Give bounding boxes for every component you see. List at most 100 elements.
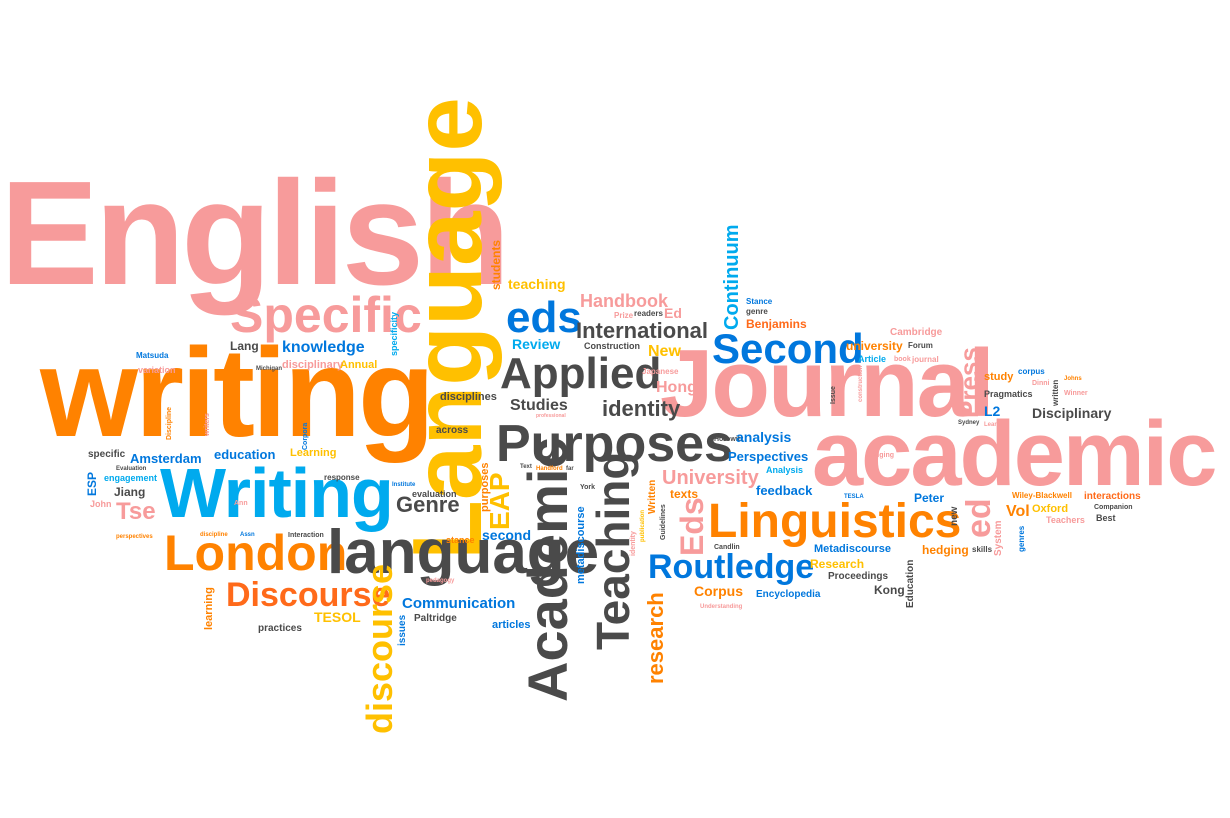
word-ann: Ann: [234, 500, 248, 507]
word-institute: Institute: [392, 482, 416, 488]
word-writers-vert: writers: [204, 413, 211, 436]
word-teaching-small: teaching: [508, 276, 566, 292]
word-practices: practices: [258, 623, 302, 634]
word-understanding: Understanding: [700, 604, 743, 610]
word-international: International: [576, 318, 709, 343]
word-evaluation-cap: Evaluation: [116, 466, 147, 472]
word-eds: eds: [506, 293, 582, 342]
word-system-vert: System: [993, 520, 1004, 556]
word-stance: stance: [446, 535, 475, 545]
word-horowitz: Horowitz: [714, 436, 744, 443]
word-university-small: university: [846, 339, 903, 353]
word-article: Article: [858, 354, 887, 364]
word-companion: Companion: [1094, 504, 1133, 511]
word-pedagogy: pedagogy: [426, 578, 455, 584]
word-identity: identity: [602, 396, 681, 421]
word-guidelines-vert: Guidelines: [660, 504, 667, 540]
word-benjamins: Benjamins: [746, 317, 807, 331]
word-texts: texts: [670, 487, 699, 501]
word-analysis-cap: Analysis: [766, 465, 804, 475]
word-amsterdam: Amsterdam: [130, 451, 202, 466]
word-studies: Studies: [510, 397, 568, 414]
word-feedback: feedback: [756, 483, 813, 498]
word-evaluation: evaluation: [412, 489, 457, 499]
word-esp-vert: ESP: [85, 471, 99, 496]
word-ed-vert: ed: [960, 498, 998, 538]
word-specificity: specificity: [389, 311, 399, 356]
word-purposes-vert: purposes: [479, 462, 491, 512]
word-routledge: Routledge: [648, 548, 815, 586]
word-second-small: second: [482, 527, 532, 543]
word-variation: variation: [138, 365, 176, 375]
word-disciplinary-cap: Disciplinary: [1032, 405, 1112, 421]
word-tesla: TESLA: [844, 494, 864, 500]
word-purposes: Purposes: [496, 415, 733, 473]
word-vol: Vol: [1006, 503, 1030, 520]
word-far: far: [566, 466, 574, 472]
word-new: New: [648, 343, 681, 360]
word-learn: Learn: [984, 422, 1001, 428]
word-new-vert: new: [949, 506, 960, 526]
word-dinni: Dinni: [1032, 380, 1050, 387]
word-articles: articles: [492, 619, 531, 631]
word-university: University: [662, 467, 759, 489]
word-applied: Applied: [500, 349, 662, 398]
word-learning-vert: learning: [203, 587, 215, 630]
word-kong: Kong: [874, 583, 905, 597]
word-interactions: interactions: [1084, 491, 1141, 502]
word-encyclopedia: Encyclopedia: [756, 589, 821, 600]
word-construction: Construction: [584, 341, 640, 351]
word-stance-small: Stance: [746, 297, 773, 306]
word-academic: academic: [812, 403, 1217, 505]
word-best: Best: [1096, 513, 1116, 523]
word-cambridge: Cambridge: [890, 327, 943, 338]
word-handford: Handford: [536, 466, 563, 472]
word-construction-vert: construction: [858, 365, 864, 402]
word-perspectives: Perspectives: [728, 449, 809, 464]
word-annual: Annual: [340, 359, 378, 371]
word-hong: Hong: [656, 379, 697, 396]
word-tse: Tse: [116, 498, 156, 525]
word-research-vert: research: [643, 592, 668, 684]
word-students: students: [489, 239, 503, 290]
word-pragmatics: Pragmatics: [984, 389, 1033, 399]
word-discipline-vert: Discipline: [166, 406, 173, 440]
word-interaction: Interaction: [288, 532, 324, 539]
word-discipline: discipline: [200, 532, 228, 538]
word-continuum: Continuum: [721, 224, 743, 330]
word-genre: Genre: [396, 492, 460, 517]
word-japanese: Japanese: [642, 367, 679, 376]
word-specific-small: specific: [88, 449, 126, 460]
word-paltridge: Paltridge: [414, 613, 457, 624]
word-handbook: Handbook: [580, 291, 668, 311]
word-skills: skills: [972, 545, 993, 554]
word-winner: Winner: [1064, 390, 1088, 397]
word-analysis: analysis: [736, 429, 792, 445]
word-review: Review: [512, 336, 561, 352]
word-prize: Prize: [614, 311, 634, 320]
word-matsuda: Matsuda: [136, 351, 169, 360]
word-l2: L2: [984, 403, 1001, 419]
word-proceedings: Proceedings: [828, 571, 889, 582]
word-tesol: TESOL: [314, 609, 361, 625]
word-study: study: [984, 371, 1014, 383]
word-education: education: [214, 447, 276, 462]
word-teachers: Teachers: [1046, 515, 1085, 525]
word-york: York: [580, 484, 596, 491]
word-second: Second: [712, 325, 864, 372]
word-book: book: [894, 356, 911, 363]
word-journal-small: journal: [912, 355, 939, 364]
word-writing-cap: Writing: [160, 454, 394, 532]
word-communication: Communication: [402, 595, 516, 612]
word-hedging-small: Hedging: [866, 452, 894, 459]
word-johns: Johns: [1064, 376, 1082, 382]
word-publication-vert: publication: [640, 510, 646, 542]
word-issue: Issue: [830, 386, 837, 404]
word-jiang: Jiang: [114, 485, 146, 499]
word-knowledge: knowledge: [282, 339, 365, 356]
word-academic-vert: Academic: [516, 437, 579, 702]
word-corpus-small: corpus: [1018, 367, 1045, 376]
word-identity-vert: identity: [630, 531, 637, 556]
word-john: John: [90, 499, 112, 509]
